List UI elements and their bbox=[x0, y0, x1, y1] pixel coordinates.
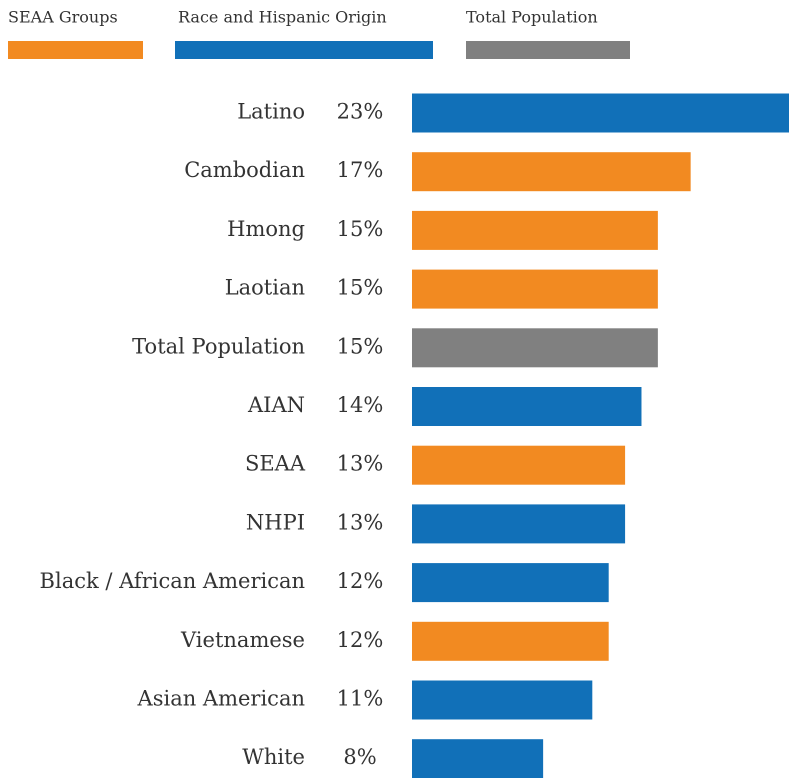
value-label: 15% bbox=[337, 334, 384, 358]
category-label: NHPI bbox=[246, 510, 305, 534]
value-label: 23% bbox=[337, 100, 384, 124]
value-label: 12% bbox=[337, 569, 384, 593]
legend-label: Total Population bbox=[466, 8, 598, 27]
category-label: Black / African American bbox=[40, 569, 305, 593]
bar bbox=[412, 563, 609, 603]
value-label: 8% bbox=[343, 745, 376, 769]
bar bbox=[412, 621, 609, 661]
bar bbox=[412, 210, 658, 250]
legend-swatch bbox=[175, 41, 433, 59]
category-label: Laotian bbox=[225, 276, 305, 300]
bar bbox=[412, 739, 544, 778]
category-label: Asian American bbox=[137, 687, 305, 711]
bar bbox=[412, 93, 789, 133]
legend-label: SEAA Groups bbox=[8, 8, 118, 27]
category-label: Vietnamese bbox=[180, 628, 305, 652]
legend-swatch bbox=[8, 41, 143, 59]
value-label: 15% bbox=[337, 276, 384, 300]
bar bbox=[412, 445, 626, 485]
bar bbox=[412, 328, 658, 368]
category-label: Latino bbox=[237, 100, 305, 124]
bar bbox=[412, 269, 658, 309]
value-label: 13% bbox=[337, 452, 384, 476]
bar bbox=[412, 504, 626, 544]
bar bbox=[412, 680, 593, 720]
value-label: 13% bbox=[337, 510, 384, 534]
category-label: Cambodian bbox=[184, 158, 305, 182]
value-label: 17% bbox=[337, 158, 384, 182]
category-label: AIAN bbox=[247, 393, 305, 417]
bar bbox=[412, 152, 691, 192]
value-label: 12% bbox=[337, 628, 384, 652]
value-label: 11% bbox=[337, 687, 384, 711]
legend-swatch bbox=[466, 41, 630, 59]
bar bbox=[412, 387, 642, 426]
category-label: Hmong bbox=[227, 217, 305, 241]
category-label: SEAA bbox=[245, 452, 306, 476]
category-label: White bbox=[242, 745, 305, 769]
legend-label: Race and Hispanic Origin bbox=[178, 8, 387, 27]
category-label: Total Population bbox=[132, 334, 305, 358]
value-label: 15% bbox=[337, 217, 384, 241]
value-label: 14% bbox=[337, 393, 384, 417]
